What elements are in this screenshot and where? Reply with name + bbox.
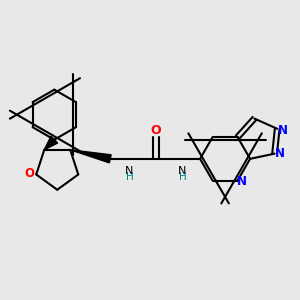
Text: N: N [236,176,246,188]
Text: O: O [25,167,35,180]
Polygon shape [44,136,58,150]
Text: H: H [125,172,133,182]
Polygon shape [70,150,111,163]
Text: N: N [275,146,285,160]
Text: H: H [178,172,186,182]
Text: N: N [178,166,187,176]
Text: N: N [125,166,134,176]
Text: N: N [278,124,287,137]
Text: O: O [151,124,161,137]
